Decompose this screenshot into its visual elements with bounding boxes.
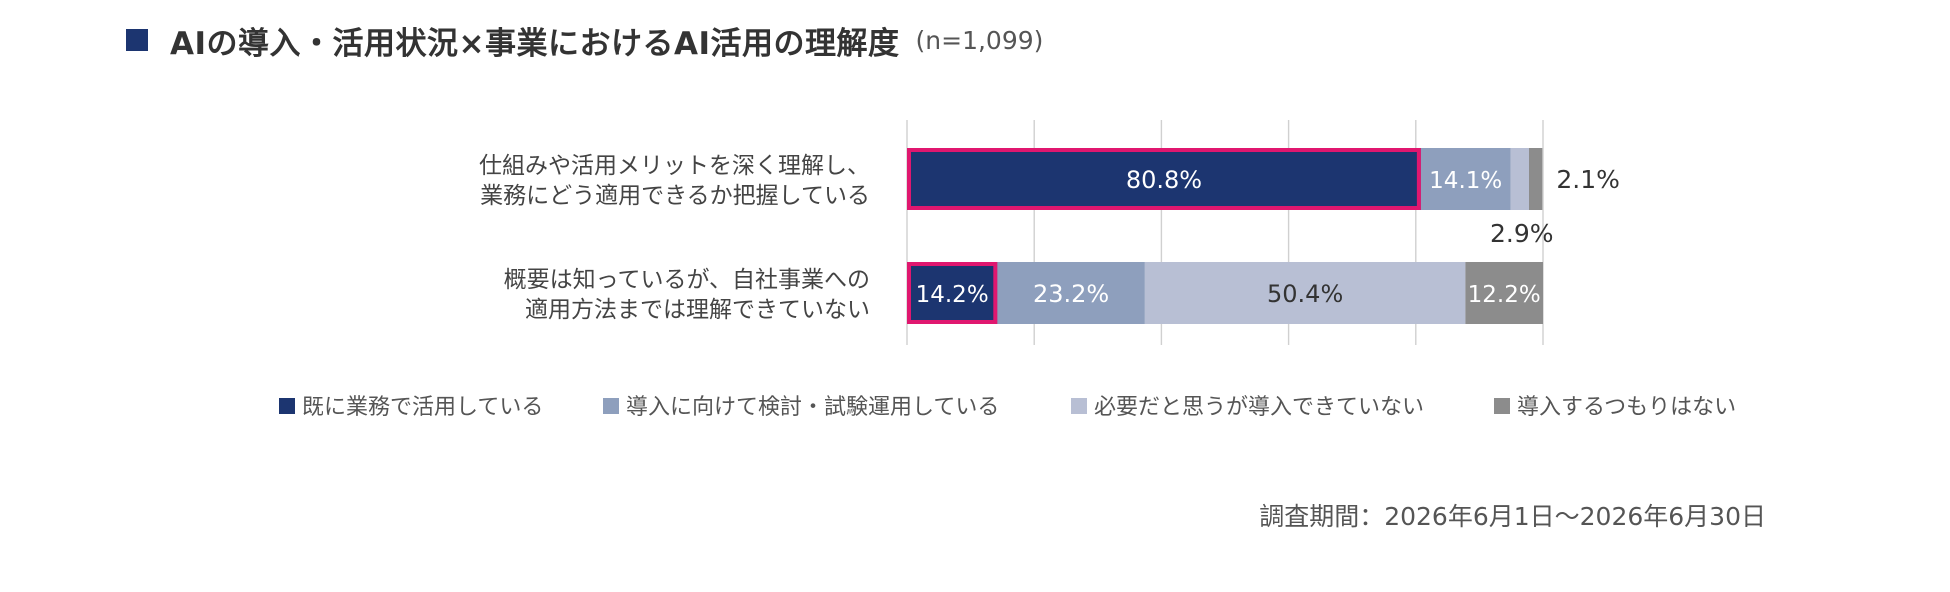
highlight-border <box>907 148 1421 210</box>
bar-segment <box>1144 262 1466 324</box>
data-label: 12.2% <box>1468 282 1541 308</box>
legend-label: 既に業務で活用している <box>302 395 543 420</box>
legend-label: 導入に向けて検討・試験運用している <box>626 395 999 420</box>
legend-marker <box>603 398 619 414</box>
legend-marker <box>1071 398 1087 414</box>
data-label: 2.9% <box>1490 219 1554 248</box>
bar-segment <box>997 262 1145 324</box>
data-label: 14.1% <box>1429 168 1502 194</box>
survey-period: 調査期間：2026年6月1日～2026年6月30日 <box>1259 502 1766 531</box>
bar-segment <box>907 148 1421 210</box>
chart-title: AIの導入・活用状況×事業におけるAI活用の理解度 (n=1,099) <box>126 18 1043 62</box>
data-label: 80.8% <box>1126 166 1202 194</box>
sample-size: (n=1,099) <box>915 25 1044 55</box>
data-label: 23.2% <box>1033 280 1109 308</box>
data-label: 50.4% <box>1267 280 1343 308</box>
category-label: 概要は知っているが、自社事業への <box>504 267 870 293</box>
category-label: 業務にどう適用できるか把握している <box>480 183 870 209</box>
category-label: 仕組みや活用メリットを深く理解し、 <box>479 153 870 179</box>
data-label: 2.1% <box>1556 165 1620 194</box>
legend-marker <box>279 398 295 414</box>
legend-label: 導入するつもりはない <box>1517 395 1736 420</box>
category-label: 適用方法までは理解できていない <box>525 297 870 323</box>
data-label: 14.2% <box>916 282 989 308</box>
bar-segment <box>1510 148 1530 210</box>
highlight-border <box>907 262 998 324</box>
bar-segment <box>1465 262 1543 324</box>
title-text: AIの導入・活用状況×事業におけるAI活用の理解度 <box>170 25 900 62</box>
legend-marker <box>1494 398 1510 414</box>
bar-segment <box>1529 148 1543 210</box>
bar-segment <box>907 262 998 324</box>
title-square-icon <box>126 29 148 51</box>
bar-segment <box>1420 148 1511 210</box>
legend-label: 必要だと思うが導入できていない <box>1094 395 1424 420</box>
